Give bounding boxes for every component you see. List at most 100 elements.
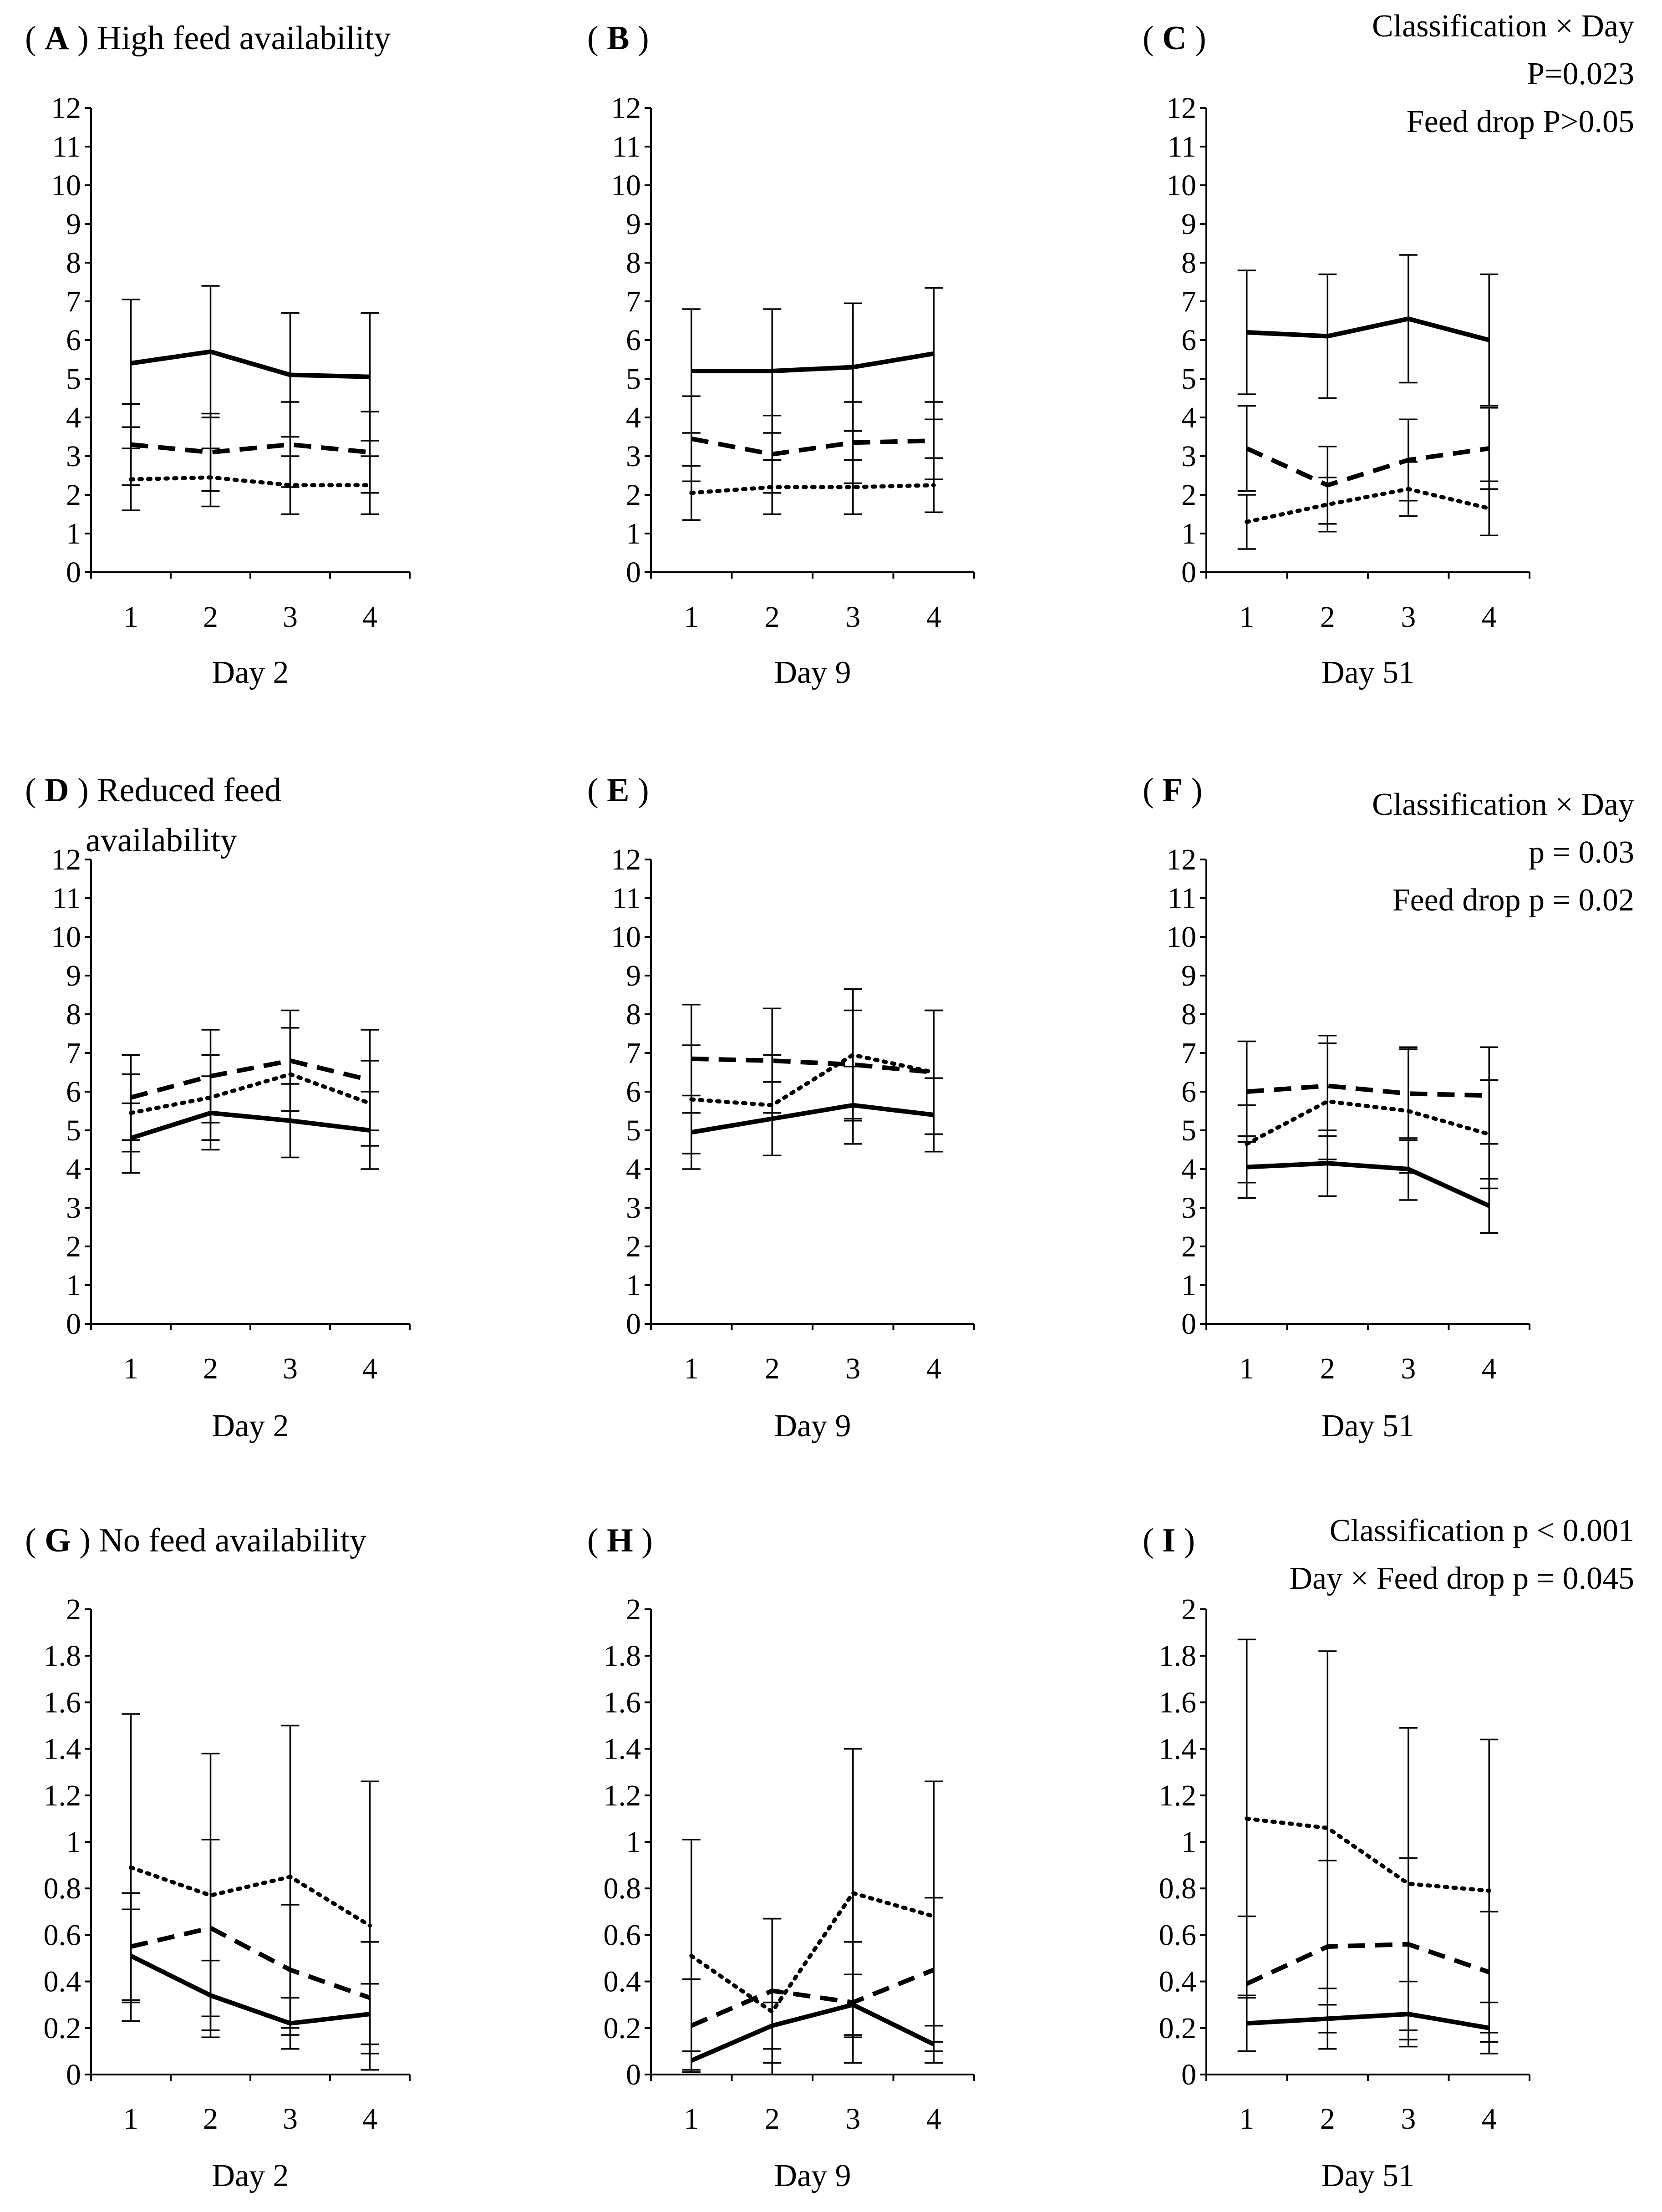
y-tick-label: 9 — [626, 208, 641, 241]
y-tick-label: 5 — [626, 1114, 641, 1147]
series-dotted — [1237, 461, 1499, 550]
data-point — [290, 444, 291, 445]
data-point — [369, 484, 371, 486]
y-tick-label: 10 — [611, 920, 641, 954]
data-point — [852, 1054, 854, 1056]
data-point — [290, 1876, 291, 1877]
x-tick-label: 2 — [765, 2102, 780, 2136]
series-dashed — [1237, 405, 1499, 525]
y-tick-label: 6 — [66, 1075, 81, 1109]
x-tick-label: 2 — [1320, 1352, 1335, 1385]
x-tick-label: 1 — [1239, 2102, 1254, 2136]
y-tick-label: 6 — [626, 1075, 641, 1109]
x-tick-label: 4 — [362, 1352, 377, 1385]
x-tick-label: 4 — [1482, 1352, 1497, 1385]
x-tick-label: 1 — [123, 600, 138, 634]
data-point — [369, 376, 371, 377]
y-tick-label: 0.6 — [604, 1918, 641, 1952]
y-tick-label: 8 — [1181, 998, 1196, 1031]
y-tick-label: 0 — [66, 2058, 81, 2091]
data-point — [691, 438, 692, 439]
data-point — [933, 353, 935, 354]
series-line-dashed — [131, 442, 370, 455]
data-point — [691, 1955, 692, 1957]
series-dashed — [122, 1009, 379, 1141]
y-tick-label: 1 — [1181, 1269, 1196, 1302]
y-tick-label: 10 — [51, 920, 81, 954]
panel-d: ( D ) Reduced feed availability0123456789… — [25, 772, 411, 1444]
y-tick-label: 5 — [626, 362, 641, 396]
series-dashed — [682, 1004, 943, 1135]
series-dotted — [122, 447, 379, 515]
x-axis-label: Day 2 — [212, 2158, 289, 2193]
x-tick-label: 3 — [283, 2102, 298, 2136]
data-point — [290, 374, 291, 376]
y-tick-label: 1 — [66, 517, 81, 550]
series-line-solid — [1246, 316, 1490, 342]
data-point — [210, 1097, 211, 1098]
y-tick-label: 3 — [626, 440, 641, 473]
panel-heading: ( I ) — [1143, 1522, 1195, 1559]
panel-heading: ( H ) — [587, 1522, 653, 1559]
y-tick-label: 7 — [1181, 1037, 1196, 1070]
data-point — [691, 1099, 692, 1100]
data-point — [852, 366, 854, 368]
y-tick-label: 2 — [66, 1593, 81, 1626]
stats-note: P=0.023 — [1527, 56, 1634, 92]
y-tick-label: 5 — [66, 362, 81, 396]
y-tick-label: 12 — [611, 92, 641, 125]
x-tick-label: 3 — [845, 2102, 860, 2136]
x-tick-label: 2 — [203, 600, 218, 634]
x-axis-label: Day 2 — [212, 1409, 289, 1444]
panel-letter: F — [1162, 772, 1183, 809]
x-tick-label: 3 — [283, 1352, 298, 1385]
panel-letter: E — [607, 772, 629, 809]
y-tick-label: 0.4 — [44, 1965, 81, 1998]
series-line-dashed — [130, 1058, 371, 1100]
series-solid — [682, 287, 943, 434]
x-tick-label: 1 — [684, 1352, 699, 1385]
data-point — [933, 440, 935, 441]
x-tick-label: 4 — [362, 600, 377, 634]
panel-c: ( C ) Classification × Day P=0.023 Feed dr… — [1143, 9, 1634, 690]
y-tick-label: 5 — [1181, 362, 1196, 396]
x-axis-label: Day 9 — [774, 2158, 851, 2193]
y-tick-label: 4 — [1181, 401, 1196, 434]
y-tick-label: 1.4 — [604, 1733, 641, 1766]
y-tick-label: 8 — [66, 246, 81, 280]
series-line-dotted — [1245, 487, 1491, 524]
y-tick-label: 1.2 — [1159, 1779, 1197, 1812]
series-dotted — [1237, 1042, 1499, 1190]
data-point — [130, 444, 132, 445]
series-line-solid — [690, 2002, 935, 2063]
y-tick-label: 0.8 — [604, 1872, 641, 1905]
x-tick-label: 3 — [845, 1352, 860, 1385]
panel-h: ( H ) 0 0.2 0.4 0.6 0.8 1 1.2 1.4 1.6 1.8 2 1 2 3 4 Day… — [587, 1522, 975, 2193]
y-tick-label: 1.8 — [604, 1639, 641, 1673]
y-tick-label: 8 — [626, 998, 641, 1031]
y-tick-label: 0.6 — [1159, 1918, 1197, 1952]
data-point — [369, 1103, 371, 1104]
data-point — [130, 363, 132, 364]
data-point — [933, 1072, 935, 1073]
y-tick-label: 1.8 — [1159, 1639, 1197, 1673]
x-tick-label: 2 — [1320, 2102, 1335, 2136]
panel-letter: H — [607, 1522, 633, 1559]
y-tick-label: 12 — [1166, 92, 1196, 125]
y-tick-label: 4 — [626, 401, 641, 434]
series-line-solid — [691, 1103, 934, 1135]
y-tick-label: 1.2 — [44, 1779, 81, 1812]
series-line-solid — [691, 351, 935, 373]
x-tick-label: 1 — [123, 1352, 138, 1385]
x-tick-label: 4 — [1482, 600, 1497, 634]
y-tick-label: 10 — [1166, 169, 1196, 202]
data-point — [290, 484, 291, 486]
series-line-dashed — [130, 1926, 371, 2000]
y-tick-label: 5 — [1181, 1114, 1196, 1147]
series-solid — [682, 1066, 943, 1170]
y-tick-label: 11 — [612, 130, 641, 163]
data-point — [290, 1073, 291, 1075]
y-tick-label: 0 — [626, 1307, 641, 1341]
x-tick-label: 3 — [1401, 2102, 1416, 2136]
